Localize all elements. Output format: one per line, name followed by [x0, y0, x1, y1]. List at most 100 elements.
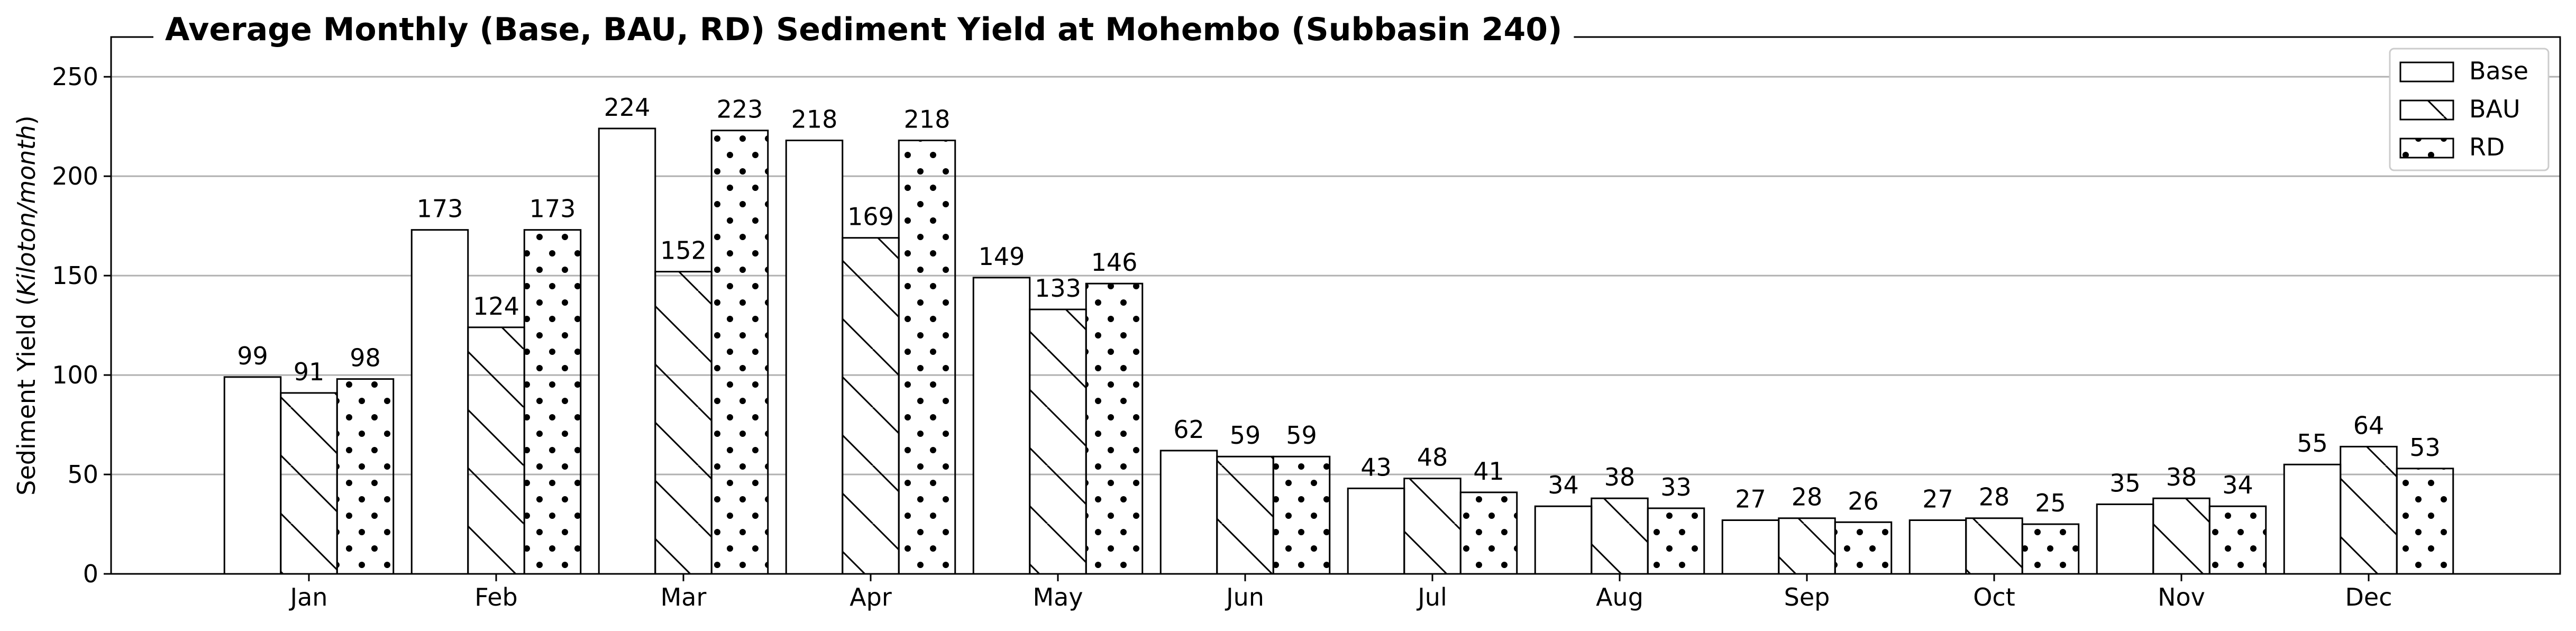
bar-bau-sep — [1778, 517, 1836, 575]
bar-bau-nov — [2152, 497, 2210, 575]
bar-value-label: 59 — [1286, 421, 1317, 450]
bar-value-label: 33 — [1660, 473, 1692, 501]
bar-value-label: 152 — [660, 236, 707, 265]
bar-bau-may — [1029, 308, 1087, 575]
bar-base-dec — [2283, 463, 2342, 575]
bar-bau-jan — [280, 392, 338, 575]
bar-value-label: 38 — [1604, 463, 1636, 491]
x-tick-label: Sep — [1784, 583, 1830, 611]
y-axis-label-unit: Kiloton/month — [12, 125, 41, 296]
bar-value-label: 223 — [717, 95, 763, 124]
bar-rd-dec — [2396, 468, 2454, 575]
bar-value-label: 133 — [1035, 274, 1081, 303]
bar-value-label: 34 — [1548, 471, 1579, 499]
bar-value-label: 27 — [1735, 485, 1766, 514]
y-axis: 0 50 100 150 200 250 — [52, 62, 111, 588]
legend-label-base: Base — [2469, 57, 2528, 85]
bar-bau-oct — [1965, 517, 2023, 575]
x-tick-label: Feb — [474, 583, 517, 611]
bar-value-label: 55 — [2297, 429, 2328, 458]
y-tick-label: 200 — [52, 162, 98, 190]
y-tick-label: 50 — [67, 460, 98, 489]
x-tick-label: Apr — [849, 583, 892, 611]
legend-label-bau: BAU — [2469, 95, 2520, 123]
bar-value-label: 38 — [2166, 463, 2197, 491]
bar-base-feb — [410, 229, 469, 575]
bar-base-sep — [1721, 519, 1780, 575]
bar-value-label: 53 — [2409, 433, 2441, 462]
bar-value-label: 28 — [1979, 483, 2010, 511]
bar-value-label: 124 — [473, 292, 519, 321]
bar-value-label: 218 — [791, 105, 838, 133]
bar-bau-jul — [1403, 478, 1461, 575]
bar-value-label: 146 — [1091, 248, 1138, 277]
x-tick-label: Jul — [1416, 583, 1447, 611]
bar-rd-aug — [1647, 507, 1705, 575]
x-tick-label: Mar — [661, 583, 707, 611]
title-background — [153, 11, 1574, 53]
bar-value-label: 91 — [294, 358, 325, 386]
bar-rd-jul — [1459, 491, 1518, 575]
bar-value-label: 64 — [2353, 411, 2385, 440]
x-tick-label: Jan — [289, 583, 328, 611]
bar-bau-dec — [2340, 445, 2398, 575]
bar-rd-may — [1085, 282, 1144, 575]
bar-rd-oct — [2021, 523, 2080, 575]
legend-swatch-bau — [2399, 99, 2454, 121]
y-axis-label-prefix: Sediment Yield ( — [12, 296, 41, 496]
x-tick-label: Oct — [1973, 583, 2015, 611]
bar-value-label: 169 — [847, 203, 894, 231]
x-tick-label: Aug — [1596, 583, 1643, 611]
bar-rd-jan — [336, 378, 395, 575]
bar-value-label: 35 — [2109, 469, 2141, 497]
bar-value-label: 48 — [1417, 443, 1448, 472]
bar-value-label: 27 — [1922, 485, 1953, 514]
bar-base-aug — [1534, 505, 1593, 575]
bar-value-labels: 99 91 98 173 124 173 224 152 223 218 169 218 149 133 1… — [237, 93, 2441, 517]
bar-value-label: 43 — [1360, 453, 1392, 481]
bar-value-label: 173 — [529, 195, 576, 223]
bar-bau-apr — [842, 237, 900, 575]
bar-base-jul — [1347, 487, 1405, 575]
bar-value-label: 98 — [350, 344, 381, 372]
bar-base-mar — [598, 127, 656, 575]
bar-value-label: 149 — [979, 242, 1025, 271]
y-tick-label: 150 — [52, 261, 98, 290]
bar-rd-feb — [523, 229, 582, 575]
bar-bau-feb — [467, 326, 525, 575]
bar-value-label: 34 — [2222, 471, 2253, 499]
bar-value-label: 41 — [1473, 457, 1504, 486]
bar-value-label: 173 — [417, 195, 463, 223]
y-tick-label: 250 — [52, 62, 98, 91]
bar-value-label: 59 — [1230, 421, 1261, 450]
bar-base-may — [972, 277, 1031, 575]
legend-swatch-rd — [2399, 138, 2454, 159]
x-tick-label: Dec — [2345, 583, 2392, 611]
legend-swatch-base — [2399, 61, 2454, 83]
bar-base-jun — [1159, 450, 1218, 575]
y-tick-label: 0 — [83, 560, 98, 588]
bar-bau-aug — [1591, 497, 1649, 575]
bar-base-apr — [785, 139, 844, 575]
bar-bau-jun — [1216, 455, 1274, 575]
bar-rd-sep — [1834, 521, 1893, 575]
y-axis-label-suffix: ) — [12, 115, 41, 125]
legend-label-rd: RD — [2469, 133, 2505, 161]
bar-value-label: 62 — [1173, 415, 1204, 444]
y-axis-label: Sediment Yield (Kiloton/month) — [12, 115, 41, 495]
y-tick-label: 100 — [52, 361, 98, 389]
x-axis: Jan Feb Mar Apr May Jun Jul Aug Sep Oct Nov Dec — [289, 574, 2392, 611]
bar-rd-nov — [2208, 505, 2267, 575]
bar-rd-mar — [710, 130, 769, 575]
bar-rd-apr — [898, 139, 956, 575]
x-tick-label: Jun — [1225, 583, 1264, 611]
bar-bau-mar — [654, 271, 712, 575]
chart-title: Average Monthly (Base, BAU, RD) Sediment… — [165, 11, 1562, 48]
x-tick-label: May — [1033, 583, 1083, 611]
bar-value-label: 25 — [2035, 489, 2066, 517]
bar-rd-jun — [1272, 455, 1331, 575]
x-tick-label: Nov — [2158, 583, 2205, 611]
bar-base-oct — [1908, 519, 1967, 575]
bar-value-label: 224 — [604, 93, 651, 122]
